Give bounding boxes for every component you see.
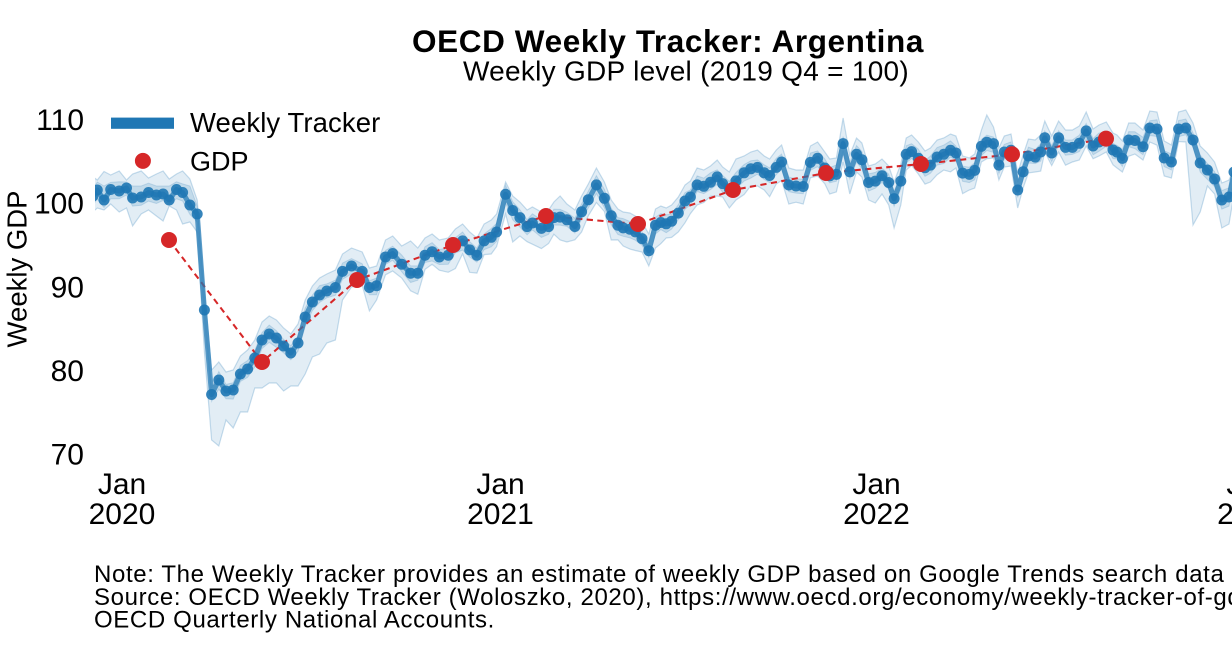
svg-text:GDP: GDP	[190, 147, 249, 177]
svg-text:OECD Weekly Tracker: Argentina: OECD Weekly Tracker: Argentina	[412, 23, 924, 59]
svg-text:2022: 2022	[843, 498, 910, 531]
svg-text:2020: 2020	[89, 498, 156, 531]
svg-text:70: 70	[51, 439, 84, 472]
svg-text:Jan: Jan	[98, 468, 146, 501]
svg-text:80: 80	[51, 355, 84, 388]
svg-text:OECD Quarterly National Accoun: OECD Quarterly National Accounts.	[94, 607, 495, 634]
svg-text:Weekly GDP level (2019 Q4 = 10: Weekly GDP level (2019 Q4 = 100)	[463, 56, 909, 87]
svg-text:110: 110	[36, 104, 84, 137]
svg-text:Jan: Jan	[476, 468, 524, 501]
svg-text:Jan: Jan	[852, 468, 900, 501]
svg-text:Note: The Weekly Tracker provi: Note: The Weekly Tracker provides an est…	[94, 561, 1232, 588]
svg-text:Source: OECD Weekly Tracker (W: Source: OECD Weekly Tracker (Woloszko, 2…	[94, 584, 1232, 611]
svg-text:2021: 2021	[467, 498, 534, 531]
svg-text:2023: 2023	[1217, 498, 1232, 531]
svg-text:100: 100	[34, 188, 84, 221]
svg-text:Jan: Jan	[1226, 468, 1232, 501]
svg-text:Weekly GDP: Weekly GDP	[2, 191, 33, 348]
svg-text:90: 90	[51, 271, 84, 304]
svg-text:Weekly Tracker: Weekly Tracker	[190, 107, 380, 138]
